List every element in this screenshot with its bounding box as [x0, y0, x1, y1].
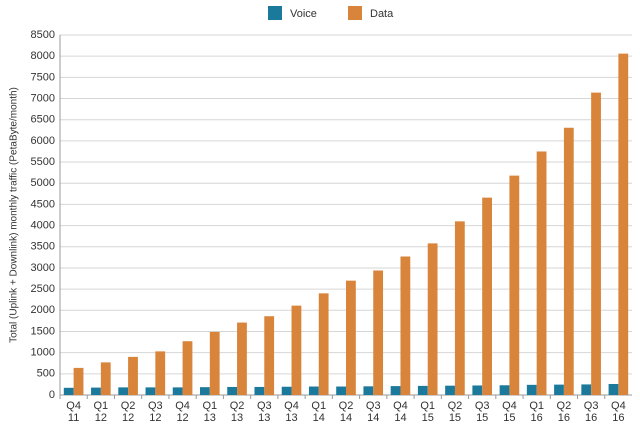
bar — [608, 383, 619, 395]
y-tick-label: 5500 — [31, 156, 55, 168]
y-tick-label: 7500 — [31, 71, 55, 83]
bar — [454, 221, 465, 395]
x-tick-label: Q4 13 — [284, 400, 299, 424]
legend-swatch — [348, 6, 362, 20]
y-tick-label: 500 — [37, 368, 55, 380]
bar — [209, 331, 220, 395]
y-tick-label: 5000 — [31, 177, 55, 189]
bar — [308, 386, 319, 395]
x-tick-label: Q4 16 — [611, 400, 626, 424]
y-tick-label: 2000 — [31, 304, 55, 316]
bar — [264, 316, 275, 395]
bar — [591, 92, 601, 395]
bar — [100, 362, 111, 395]
bar — [445, 385, 455, 395]
bar — [618, 53, 629, 396]
bar — [526, 384, 537, 395]
y-tick-label: 2500 — [31, 283, 55, 295]
legend-label: Voice — [290, 8, 317, 20]
bar — [291, 305, 302, 395]
x-tick-label: Q1 15 — [420, 400, 436, 424]
x-tick-label: Q2 15 — [447, 400, 463, 424]
x-tick-label: Q3 14 — [365, 400, 381, 424]
x-tick-label: Q4 14 — [393, 400, 408, 424]
bar — [155, 351, 166, 395]
y-tick-label: 3500 — [31, 241, 55, 253]
legend-label: Data — [370, 8, 394, 20]
bar — [581, 384, 592, 395]
x-tick-label: Q3 12 — [147, 400, 163, 424]
bar — [536, 151, 547, 395]
y-tick-label: 8500 — [31, 29, 55, 41]
bar — [390, 386, 401, 395]
bar — [118, 387, 129, 395]
bar — [318, 293, 329, 395]
y-tick-label: 6500 — [31, 114, 55, 126]
y-axis-label: Total (Uplink + Downlink) monthly traffi… — [9, 87, 20, 343]
x-tick-label: Q2 12 — [120, 400, 136, 424]
x-tick-label: Q1 16 — [529, 400, 544, 424]
bar — [499, 385, 510, 395]
x-tick-label: Q1 13 — [202, 400, 218, 424]
bar — [145, 387, 156, 395]
bar — [346, 280, 356, 395]
y-tick-label: 1000 — [31, 347, 55, 359]
bar — [227, 386, 238, 395]
bar — [400, 256, 411, 395]
bar — [482, 197, 492, 395]
bar — [554, 384, 564, 395]
bar — [427, 243, 438, 395]
bar — [563, 127, 574, 396]
y-tick-label: 7000 — [31, 92, 55, 104]
y-tick-label: 0 — [49, 389, 55, 401]
bar — [509, 175, 520, 395]
bar — [254, 386, 265, 395]
bar — [91, 387, 101, 395]
x-tick-label: Q3 15 — [474, 400, 490, 424]
bar — [363, 386, 374, 395]
bar — [281, 386, 292, 395]
bar — [200, 387, 210, 395]
x-tick-label: Q3 16 — [583, 400, 599, 424]
y-tick-label: 1500 — [31, 325, 55, 337]
bar — [336, 386, 346, 395]
x-tick-label: Q4 15 — [502, 400, 517, 424]
y-tick-label: 6000 — [31, 135, 55, 147]
y-tick-label: 3000 — [31, 262, 55, 274]
bar — [182, 341, 193, 395]
bar — [472, 385, 483, 395]
x-tick-label: Q3 13 — [256, 400, 272, 424]
x-tick-label: Q1 12 — [93, 400, 109, 424]
bar — [417, 385, 428, 395]
bar — [73, 367, 84, 395]
x-tick-label: Q4 12 — [175, 400, 190, 424]
y-tick-label: 4500 — [31, 198, 55, 210]
x-tick-label: Q2 13 — [229, 400, 245, 424]
bar — [172, 387, 183, 395]
bar — [373, 270, 384, 395]
bar — [128, 356, 138, 395]
legend-swatch — [268, 6, 282, 20]
x-tick-label: Q2 14 — [338, 400, 354, 424]
y-tick-label: 8000 — [31, 50, 55, 62]
x-tick-label: Q1 14 — [311, 400, 327, 424]
bar — [237, 322, 247, 395]
x-tick-label: Q4 11 — [66, 400, 81, 424]
bar — [63, 387, 74, 395]
x-tick-label: Q2 16 — [556, 400, 572, 424]
y-tick-label: 4000 — [31, 219, 55, 231]
